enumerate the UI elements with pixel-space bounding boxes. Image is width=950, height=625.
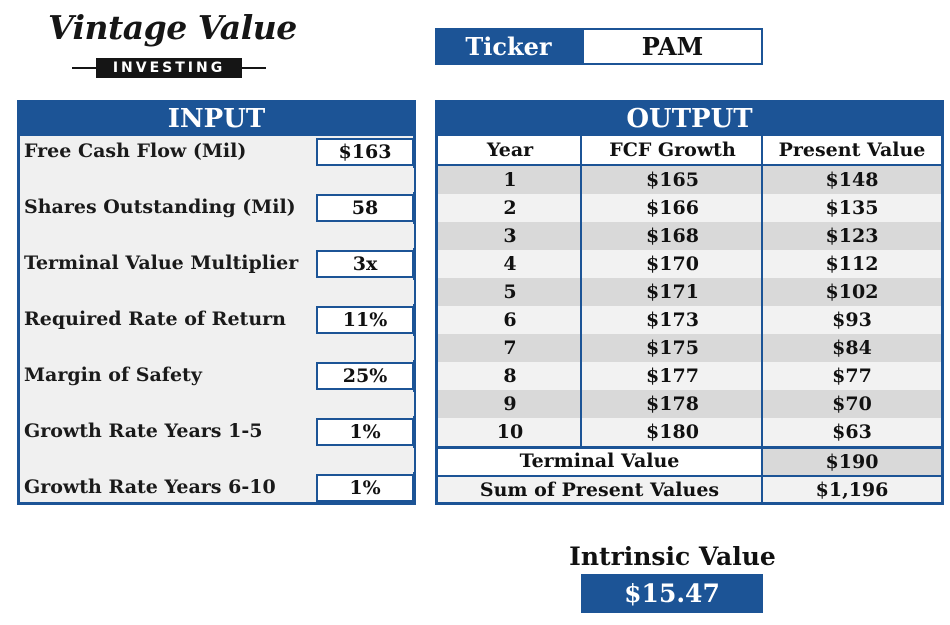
table-cell: 6 xyxy=(503,309,517,331)
logo-rule-left xyxy=(72,67,96,69)
output-header-row xyxy=(438,136,941,164)
table-cell: $180 xyxy=(646,421,699,443)
input-label: Margin of Safety xyxy=(24,364,202,386)
input-spacer xyxy=(316,224,414,248)
sum-divider xyxy=(438,475,941,477)
table-cell: $148 xyxy=(825,169,879,191)
input-spacer xyxy=(316,168,414,192)
table-row xyxy=(438,222,941,250)
table-cell: 2 xyxy=(503,197,517,219)
column-divider xyxy=(761,136,763,502)
terminal-value-label: Terminal Value xyxy=(519,450,680,472)
terminal-value: $190 xyxy=(825,451,879,473)
table-cell: $177 xyxy=(646,365,699,387)
sum-label: Sum of Present Values xyxy=(479,479,720,501)
table-cell: $77 xyxy=(832,365,872,387)
table-cell: $175 xyxy=(646,337,699,359)
input-value-field[interactable]: 25% xyxy=(316,362,414,390)
table-row xyxy=(438,278,941,306)
terminal-divider xyxy=(438,447,941,449)
input-label: Required Rate of Return xyxy=(24,308,286,330)
output-title: OUTPUT xyxy=(626,104,753,134)
table-cell: 1 xyxy=(503,169,517,191)
table-cell: $84 xyxy=(832,337,872,359)
logo-rule-right xyxy=(242,67,266,69)
column-header: FCF Growth xyxy=(609,139,736,161)
table-cell: $70 xyxy=(832,393,872,415)
table-cell: $173 xyxy=(646,309,699,331)
input-label: Growth Rate Years 1-5 xyxy=(24,420,263,442)
ticker-input[interactable]: PAM xyxy=(582,28,763,65)
table-cell: $165 xyxy=(646,169,699,191)
table-cell: 7 xyxy=(503,337,517,359)
table-cell: $171 xyxy=(646,281,699,303)
input-label: Free Cash Flow (Mil) xyxy=(24,140,247,162)
input-title: INPUT xyxy=(167,104,266,134)
column-header: Year xyxy=(486,139,534,161)
input-value-field[interactable]: 1% xyxy=(316,474,414,502)
table-cell: 5 xyxy=(503,281,517,303)
sum-row xyxy=(438,477,941,502)
table-row xyxy=(438,334,941,362)
terminal-label-cell xyxy=(438,448,761,476)
table-cell: $135 xyxy=(825,197,879,219)
input-spacer xyxy=(316,392,414,416)
ticker-label: Ticker xyxy=(435,28,582,65)
logo-subtitle: INVESTING xyxy=(96,58,242,78)
table-cell: 3 xyxy=(503,225,517,247)
table-cell: 9 xyxy=(503,393,517,415)
input-value-field[interactable]: 3x xyxy=(316,250,414,278)
input-value-field[interactable]: 58 xyxy=(316,194,414,222)
input-label: Terminal Value Multiplier xyxy=(24,252,299,274)
input-spacer xyxy=(316,280,414,304)
table-cell: $93 xyxy=(832,309,872,331)
column-header: Present Value xyxy=(778,139,926,161)
header-divider xyxy=(438,164,941,166)
input-label: Shares Outstanding (Mil) xyxy=(24,196,296,218)
table-cell: $170 xyxy=(646,253,699,275)
table-row xyxy=(438,390,941,418)
table-row xyxy=(438,306,941,334)
terminal-value-cell xyxy=(763,448,941,476)
table-cell: 10 xyxy=(496,421,524,443)
table-cell: $168 xyxy=(646,225,699,247)
column-divider xyxy=(580,136,582,448)
input-value-field[interactable]: $163 xyxy=(316,138,414,166)
table-row xyxy=(438,362,941,390)
input-value-field[interactable]: 1% xyxy=(316,418,414,446)
table-cell: $166 xyxy=(646,197,699,219)
logo-script-text: Vintage Value xyxy=(48,8,297,47)
table-cell: $112 xyxy=(825,253,879,275)
intrinsic-value-title: Intrinsic Value xyxy=(569,542,776,571)
input-spacer xyxy=(316,448,414,472)
table-cell: $123 xyxy=(825,225,879,247)
table-row xyxy=(438,250,941,278)
table-cell: $102 xyxy=(825,281,879,303)
table-row xyxy=(438,418,941,446)
input-label: Growth Rate Years 6-10 xyxy=(24,476,276,498)
input-spacer xyxy=(316,336,414,360)
table-row xyxy=(438,194,941,222)
input-value-field[interactable]: 11% xyxy=(316,306,414,334)
table-cell: $63 xyxy=(832,421,872,443)
sum-value: $1,196 xyxy=(815,479,889,501)
table-row xyxy=(438,166,941,194)
intrinsic-value: $15.47 xyxy=(581,574,763,613)
table-cell: $178 xyxy=(646,393,699,415)
table-cell: 4 xyxy=(503,253,517,275)
table-cell: 8 xyxy=(503,365,517,387)
